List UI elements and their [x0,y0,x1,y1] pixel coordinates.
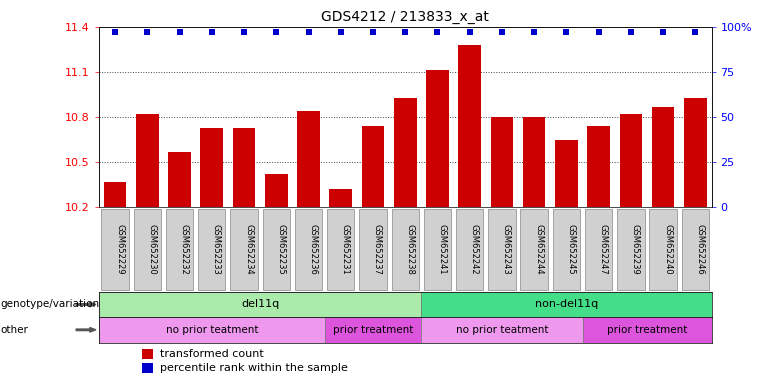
Bar [491,117,513,207]
Text: GSM652240: GSM652240 [663,224,672,275]
Bar [424,209,451,290]
Text: prior treatment: prior treatment [607,325,687,335]
Bar [521,209,548,290]
Bar [489,209,516,290]
Text: GSM652239: GSM652239 [631,224,640,275]
Point [496,29,508,35]
Text: no prior teatment: no prior teatment [166,325,258,335]
Point [657,29,669,35]
Bar [617,209,645,290]
Bar [134,209,161,290]
Text: GSM652237: GSM652237 [373,224,382,275]
Bar [103,182,126,207]
Text: del11q: del11q [241,300,279,310]
Text: GSM652236: GSM652236 [308,224,317,275]
Point [238,29,250,35]
Bar [142,349,153,359]
Text: genotype/variation: genotype/variation [0,300,99,310]
Bar [456,209,483,290]
Bar [422,292,712,317]
Bar [99,292,422,317]
Bar [391,209,419,290]
Point [625,29,637,35]
Bar [265,174,288,207]
Text: no prior teatment: no prior teatment [456,325,548,335]
Point [560,29,572,35]
Bar [552,209,580,290]
Text: GSM652245: GSM652245 [566,224,575,275]
Point [302,29,314,35]
Text: GSM652234: GSM652234 [244,224,253,275]
Bar [263,209,290,290]
Text: prior treatment: prior treatment [333,325,413,335]
Bar [458,45,481,207]
Bar [200,127,223,207]
Bar [426,71,449,207]
Point [593,29,605,35]
Text: GSM652235: GSM652235 [276,224,285,275]
Text: GSM652231: GSM652231 [341,224,350,275]
Text: GSM652247: GSM652247 [599,224,608,275]
Bar [327,209,355,290]
Point [270,29,282,35]
Bar [619,114,642,207]
Bar [394,98,416,207]
Bar [585,209,613,290]
Bar [233,127,255,207]
Bar [142,363,153,373]
Bar [583,317,712,343]
Text: percentile rank within the sample: percentile rank within the sample [161,363,348,373]
Bar [101,209,129,290]
Bar [198,209,225,290]
Text: GSM652238: GSM652238 [405,224,414,275]
Point [367,29,379,35]
Point [528,29,540,35]
Text: non-del11q: non-del11q [535,300,598,310]
Point [399,29,411,35]
Text: GSM652244: GSM652244 [534,224,543,275]
Text: GSM652232: GSM652232 [180,224,189,275]
Bar [325,317,422,343]
Point [205,29,218,35]
Point [689,29,702,35]
Bar [649,209,677,290]
Text: transformed count: transformed count [161,349,264,359]
Bar [587,126,610,207]
Bar [99,317,325,343]
Bar [359,209,387,290]
Bar [136,114,158,207]
Point [335,29,347,35]
Bar [295,209,322,290]
Text: GSM652241: GSM652241 [438,224,447,275]
Bar [166,209,193,290]
Bar [168,152,191,207]
Text: GSM652230: GSM652230 [148,224,156,275]
Bar [523,117,546,207]
Bar [684,98,707,207]
Text: GSM652246: GSM652246 [696,224,705,275]
Text: GSM652229: GSM652229 [115,224,124,275]
Text: GSM652233: GSM652233 [212,224,221,275]
Point [142,29,154,35]
Bar [652,106,674,207]
Text: other: other [0,325,28,335]
Point [431,29,444,35]
Bar [330,189,352,207]
Text: GSM652242: GSM652242 [470,224,479,275]
Title: GDS4212 / 213833_x_at: GDS4212 / 213833_x_at [321,10,489,25]
Point [463,29,476,35]
Point [109,29,121,35]
Point [174,29,186,35]
Bar [422,317,583,343]
Bar [682,209,709,290]
Text: GSM652243: GSM652243 [502,224,511,275]
Bar [556,140,578,207]
Bar [361,126,384,207]
Bar [298,111,320,207]
Bar [231,209,258,290]
